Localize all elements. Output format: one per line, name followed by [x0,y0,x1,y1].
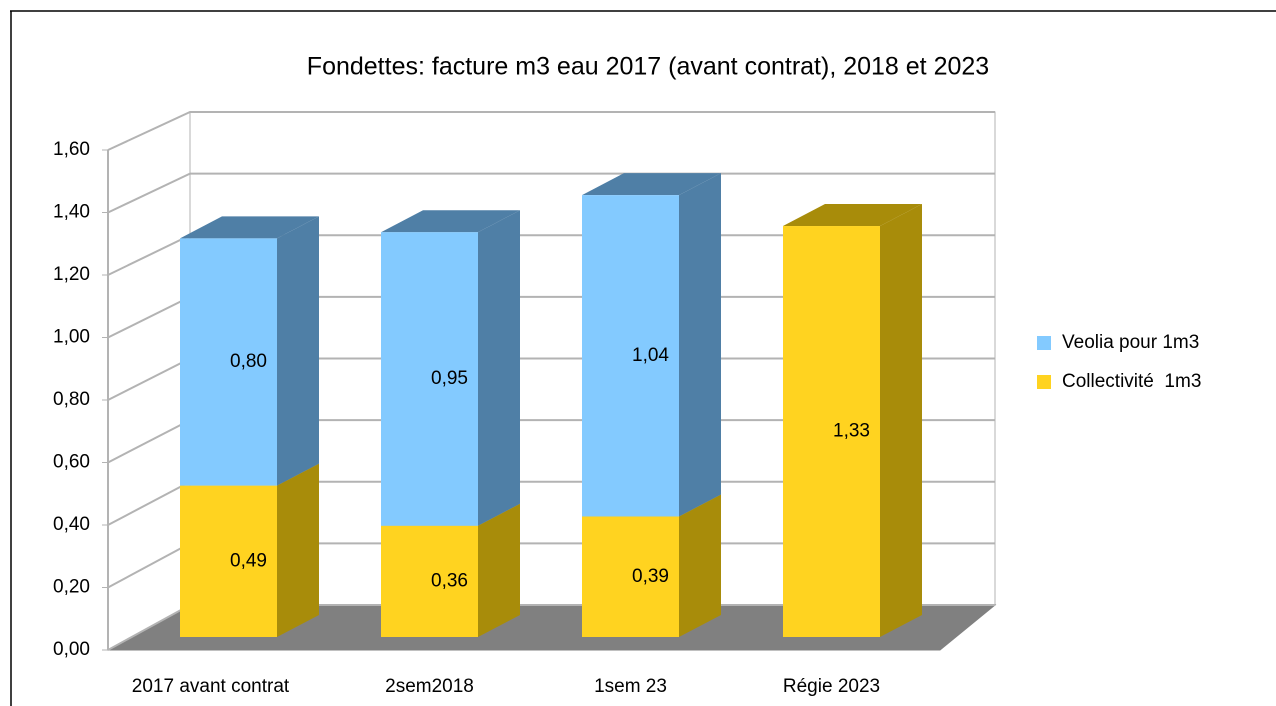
legend-swatch [1037,336,1051,350]
legend-label: Collectivité 1m3 [1062,371,1201,392]
legend-swatch [1037,375,1051,389]
grid-line [107,111,995,151]
x-tick-label: 1sem 23 [594,676,667,697]
y-tick-label: 0,60 [53,452,90,473]
bar [783,204,922,637]
value-label: 1,04 [632,345,669,366]
y-tick-label: 0,00 [53,639,90,660]
x-tick-label: 2017 avant contrat [132,676,290,697]
value-label: 0,49 [230,550,267,571]
value-label: 0,36 [431,570,468,591]
legend-label: Veolia pour 1m3 [1062,332,1199,353]
bar-side [679,494,721,637]
y-tick-label: 0,40 [53,514,90,535]
bar [381,210,520,526]
bar-front [180,485,277,637]
bar-side [478,210,520,526]
y-tick-label: 1,40 [53,202,90,223]
bar [180,463,319,637]
bar-side [880,204,922,637]
y-tick-label: 0,20 [53,577,90,598]
bar-side [277,216,319,486]
y-tick-label: 1,00 [53,327,90,348]
y-tick-label: 0,80 [53,389,90,410]
bar [582,173,721,517]
bar-top [180,216,319,239]
x-tick-label: 2sem2018 [385,676,474,697]
bar-top [381,210,520,233]
grid-line [107,172,995,214]
chart-title: Fondettes: facture m3 eau 2017 (avant co… [307,53,989,81]
bar-side [679,173,721,517]
value-label: 0,39 [632,566,669,587]
bar-top [582,173,721,196]
value-label: 0,95 [431,368,468,389]
value-label: 0,80 [230,351,267,372]
bar [180,216,319,486]
bar-front [783,226,880,637]
bar-top [783,204,922,227]
bar-front [582,516,679,637]
bar-side [478,503,520,637]
bar-side [277,463,319,637]
bar-front [180,238,277,486]
bar-front [582,195,679,517]
value-label: 1,33 [833,421,870,442]
y-tick-label: 1,20 [53,264,90,285]
x-tick-label: Régie 2023 [783,676,880,697]
y-tick-label: 1,60 [53,139,90,160]
bar-front [381,525,478,637]
bar-front [381,232,478,526]
